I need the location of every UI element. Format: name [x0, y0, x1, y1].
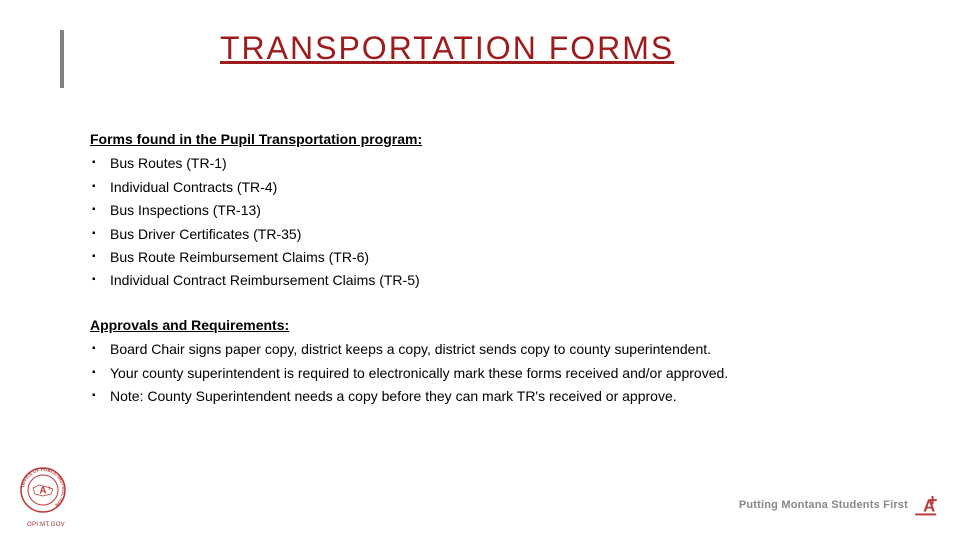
list-item: Individual Contract Reimbursement Claims… [90, 269, 900, 291]
list-item: Bus Routes (TR-1) [90, 152, 900, 174]
content-body: Forms found in the Pupil Transportation … [90, 128, 900, 429]
list-item: Your county superintendent is required t… [90, 362, 900, 384]
title-accent-bar [60, 30, 64, 88]
list-item: Board Chair signs paper copy, district k… [90, 338, 900, 360]
section-heading: Approvals and Requirements: [90, 314, 900, 336]
page-title: TRANSPORTATION FORMS [220, 30, 900, 67]
svg-text:+: + [48, 486, 52, 492]
aplus-badge-icon: A [914, 492, 940, 518]
approvals-list: Board Chair signs paper copy, district k… [90, 338, 900, 407]
section-approvals: Approvals and Requirements: Board Chair … [90, 314, 900, 408]
list-item: Bus Inspections (TR-13) [90, 199, 900, 221]
tagline-text: Putting Montana Students First [739, 499, 908, 511]
list-item: Note: County Superintendent needs a copy… [90, 385, 900, 407]
section-forms: Forms found in the Pupil Transportation … [90, 128, 900, 292]
footer-tagline-block: Putting Montana Students First A [739, 492, 940, 518]
aplus-mark: A [39, 486, 46, 497]
footer-seal: OFFICE OF PUBLIC INSTRUCTION A + OPI.MT.… [18, 465, 74, 528]
seal-subtext: OPI.MT.GOV [18, 522, 74, 528]
list-item: Bus Route Reimbursement Claims (TR-6) [90, 246, 900, 268]
list-item: Individual Contracts (TR-4) [90, 176, 900, 198]
forms-list: Bus Routes (TR-1) Individual Contracts (… [90, 152, 900, 291]
list-item: Bus Driver Certificates (TR-35) [90, 223, 900, 245]
section-heading: Forms found in the Pupil Transportation … [90, 128, 900, 150]
opi-seal-icon: OFFICE OF PUBLIC INSTRUCTION A + [18, 465, 68, 515]
title-block: TRANSPORTATION FORMS [60, 30, 900, 67]
